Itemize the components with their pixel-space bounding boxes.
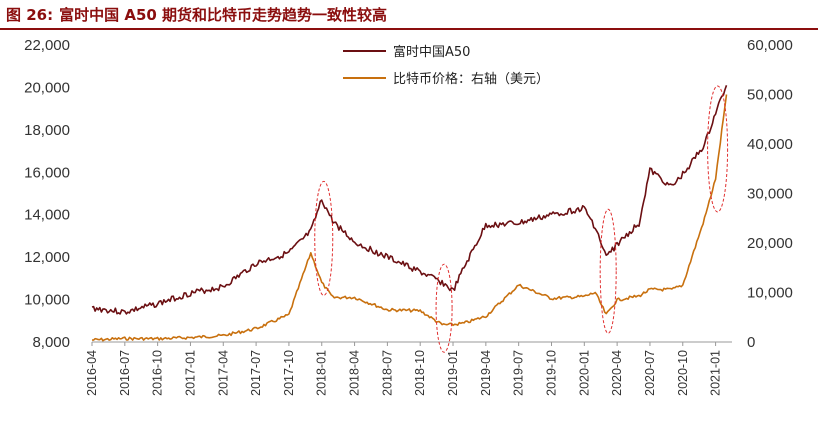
y-left-tick-label: 22,000 — [24, 37, 70, 54]
y-right-tick-label: 30,000 — [747, 186, 793, 203]
x-tick-label: 2016-07 — [118, 350, 132, 396]
x-tick-label: 2019-01 — [446, 350, 460, 396]
x-tick-label: 2017-07 — [249, 350, 263, 396]
figure-title: 富时中国 A50 期货和比特币走势趋势一致性较高 — [59, 6, 388, 24]
x-tick-label: 2020-01 — [577, 350, 591, 396]
y-left-tick-label: 20,000 — [24, 79, 70, 96]
x-tick-label: 2021-01 — [709, 350, 723, 396]
annotation-ellipse — [435, 263, 453, 353]
x-tick-label: 2018-07 — [380, 350, 394, 396]
annotation-ellipse — [314, 180, 334, 296]
x-tick-label: 2019-07 — [512, 350, 526, 396]
series-lines — [91, 85, 728, 342]
x-tick-label: 2016-10 — [151, 350, 165, 396]
y-right-tick-label: 10,000 — [747, 285, 793, 302]
x-tick-label: 2020-10 — [676, 350, 690, 396]
x-tick-label: 2018-10 — [413, 350, 427, 396]
figure-number: 图 26: — [6, 6, 54, 24]
x-tick-label: 2018-01 — [315, 350, 329, 396]
title-rule — [0, 28, 818, 30]
x-tick-label: 2019-04 — [479, 350, 493, 396]
y-left-tick-label: 16,000 — [24, 164, 70, 181]
x-tick-label: 2018-04 — [348, 350, 362, 396]
legend: 富时中国A50 比特币价格：右轴（美元） — [343, 44, 549, 87]
x-tick-label: 2017-04 — [216, 350, 230, 396]
y-left-tick-label: 10,000 — [24, 292, 70, 309]
x-tick-label: 2017-10 — [282, 350, 296, 396]
a50-series-line — [91, 85, 728, 315]
y-right-tick-label: 20,000 — [747, 235, 793, 252]
y-left-tick-label: 18,000 — [24, 122, 70, 139]
legend-label: 富时中国A50 — [393, 44, 470, 60]
annotations — [314, 85, 729, 353]
axes: 8,000 10,000 12,000 14,000 16,000 18,000 20,00… — [24, 37, 793, 396]
y-right-tick-label: 60,000 — [747, 37, 793, 54]
annotation-ellipse — [707, 85, 729, 213]
y-right-tick-label: 40,000 — [747, 136, 793, 153]
x-tick-label: 2017-01 — [183, 350, 197, 396]
chart-title: 图 26: 富时中国 A50 期货和比特币走势趋势一致性较高 — [6, 4, 387, 25]
x-tick-label: 2020-07 — [643, 350, 657, 396]
y-left-tick-label: 8,000 — [32, 334, 70, 351]
y-left-tick-label: 12,000 — [24, 249, 70, 266]
y-right-tick-label: 0 — [747, 334, 755, 351]
x-tick-label: 2020-04 — [610, 350, 624, 396]
x-tick-label: 2016-04 — [85, 350, 99, 396]
y-left-tick-label: 14,000 — [24, 207, 70, 224]
y-right-tick-label: 50,000 — [747, 87, 793, 104]
annotation-ellipse — [599, 208, 617, 334]
x-tick-label: 2019-10 — [544, 350, 558, 396]
bitcoin-series-line — [91, 94, 728, 342]
legend-label: 比特币价格：右轴（美元） — [393, 71, 549, 87]
